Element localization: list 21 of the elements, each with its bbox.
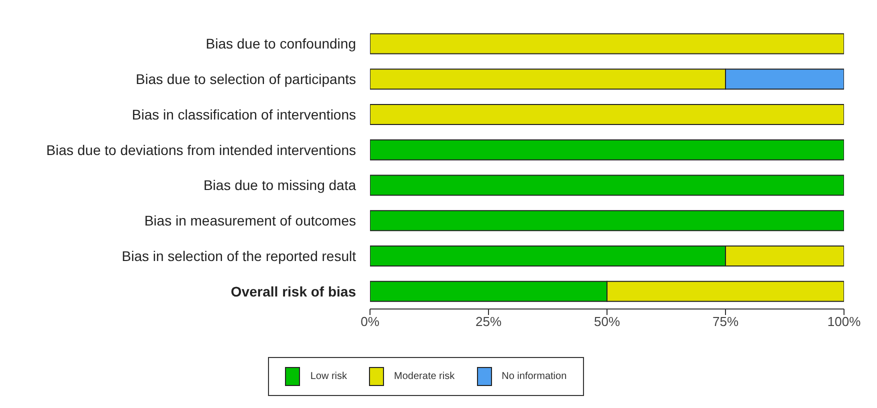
y-tick-label: Overall risk of bias [230, 283, 356, 300]
y-tick-label: Bias due to missing data [203, 177, 356, 194]
y-tick-label: Bias in measurement of outcomes [144, 212, 356, 229]
x-tick-label: 75% [712, 314, 739, 330]
x-tick-label: 0% [360, 314, 380, 330]
bar [370, 104, 844, 126]
bar [370, 139, 844, 160]
x-tick-label: 25% [475, 314, 502, 330]
x-tick-label: 100% [827, 314, 862, 330]
legend-label: No information [502, 371, 567, 382]
y-tick-label: Bias in selection of the reported result [122, 248, 356, 264]
y-tick-label: Bias in classification of interventions [132, 106, 356, 122]
legend-label: Moderate risk [394, 371, 455, 382]
y-tick-label: Bias due to selection of participants [136, 71, 356, 88]
bar [370, 174, 844, 196]
bar [370, 210, 844, 232]
bar [370, 33, 844, 54]
x-tick-label: 50% [594, 314, 620, 330]
y-tick-label: Bias due to deviations from intended interventions [46, 142, 356, 158]
y-tick-label: Bias due to confounding [206, 36, 356, 52]
legend-label: Low risk [310, 371, 348, 382]
